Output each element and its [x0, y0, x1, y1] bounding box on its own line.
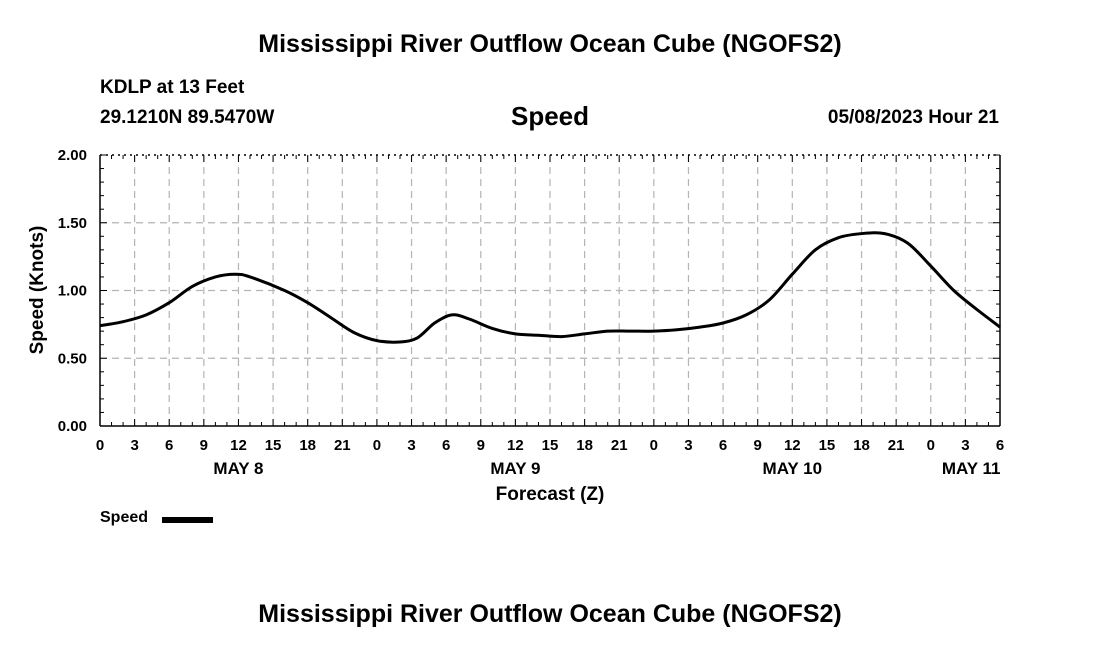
- x-tick-label: 0: [96, 437, 104, 454]
- page-title: Mississippi River Outflow Ocean Cube (NG…: [258, 30, 842, 58]
- day-label: MAY 11: [942, 459, 1001, 478]
- x-tick-label: 18: [299, 437, 316, 454]
- day-label: MAY 8: [213, 459, 263, 478]
- x-tick-label: 3: [684, 437, 692, 454]
- x-tick-label: 15: [265, 437, 282, 454]
- series-layer: [99, 231, 1001, 344]
- station-coordinates: 29.1210N 89.5470W: [100, 107, 275, 128]
- x-tick-label: 9: [200, 437, 208, 454]
- chart-title: Speed: [510, 101, 590, 131]
- legend-label: Speed: [100, 509, 149, 526]
- x-tick-label: 21: [334, 437, 351, 454]
- x-tick-label: 0: [373, 437, 381, 454]
- speed-series-line: [99, 231, 1001, 344]
- x-tick-label: 6: [719, 437, 727, 454]
- x-tick-label: 3: [130, 437, 138, 454]
- x-tick-label: 12: [784, 437, 801, 454]
- x-tick-label: 12: [507, 437, 524, 454]
- footer-title: Mississippi River Outflow Ocean Cube (NG…: [258, 600, 842, 628]
- x-tick-label: 18: [576, 437, 593, 454]
- y-tick-label: 0.50: [58, 350, 87, 367]
- x-tick-label: 21: [611, 437, 628, 454]
- tick-marks: [99, 154, 1001, 427]
- station-name: KDLP at 13 Feet: [100, 77, 245, 98]
- tick-labels: 0 3 6 9 12 15 18 21 0 3 6 9 12 15 18 21 0 3 6 9 12 15 18 21 0 3 6 M…: [58, 147, 1004, 478]
- day-label: MAY 10: [763, 459, 823, 478]
- y-tick-label: 1.00: [58, 283, 87, 300]
- x-tick-label: 21: [888, 437, 905, 454]
- y-tick-label: 2.00: [58, 147, 87, 164]
- x-tick-label: 6: [442, 437, 450, 454]
- y-axis-label: Speed (Knots): [27, 226, 48, 355]
- x-tick-label: 12: [230, 437, 247, 454]
- x-tick-label: 6: [996, 437, 1004, 454]
- y-tick-label: 0.00: [58, 418, 87, 435]
- x-tick-label: 0: [650, 437, 658, 454]
- y-tick-label: 1.50: [58, 215, 87, 232]
- x-tick-label: 3: [407, 437, 415, 454]
- x-tick-label: 6: [165, 437, 173, 454]
- day-label: MAY 9: [490, 459, 540, 478]
- x-tick-label: 9: [754, 437, 762, 454]
- x-tick-label: 3: [961, 437, 969, 454]
- grid-lines: [100, 154, 1000, 426]
- forecast-datetime: 05/08/2023 Hour 21: [827, 107, 999, 128]
- x-tick-label: 0: [927, 437, 935, 454]
- x-axis-label: Forecast (Z): [496, 484, 605, 505]
- x-tick-label: 15: [542, 437, 559, 454]
- x-tick-label: 15: [819, 437, 836, 454]
- legend-swatch: [162, 517, 213, 523]
- x-tick-label: 18: [853, 437, 870, 454]
- x-tick-label: 9: [477, 437, 485, 454]
